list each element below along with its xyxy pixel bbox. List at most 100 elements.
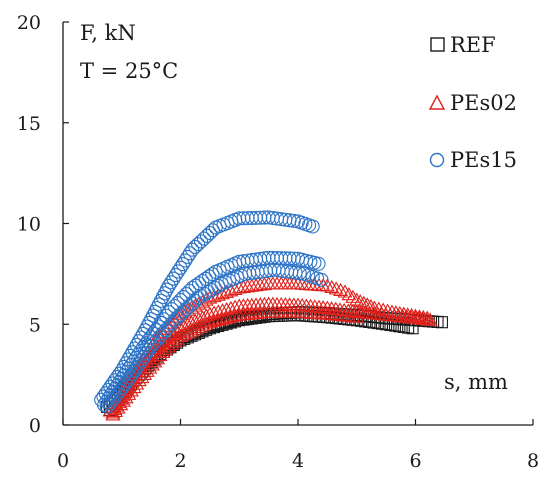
- marker-pes15: [129, 359, 145, 375]
- marker-pes02: [333, 282, 349, 297]
- temperature-label: T = 25°C: [80, 59, 178, 83]
- marker-pes15: [178, 253, 193, 268]
- marker-pes15: [173, 260, 188, 275]
- marker-pes15: [179, 302, 194, 317]
- marker-pes02: [223, 309, 239, 323]
- y-tick-label: 15: [17, 113, 41, 135]
- marker-pes15: [305, 219, 320, 234]
- marker-pes02: [191, 311, 207, 326]
- marker-pes02: [180, 317, 196, 331]
- marker-pes02: [195, 310, 210, 324]
- marker-ref: [200, 323, 213, 336]
- marker-pes15: [286, 213, 301, 228]
- marker-ref: [384, 318, 397, 331]
- y-tick-label: 5: [29, 314, 41, 336]
- marker-pes02: [328, 281, 344, 295]
- marker-pes02: [176, 326, 192, 341]
- marker-pes15: [211, 278, 226, 294]
- marker-pes02: [404, 307, 420, 322]
- marker-ref: [354, 314, 367, 327]
- x-tick-label: 0: [57, 450, 69, 472]
- legend-label-ref: REF: [450, 33, 496, 57]
- marker-pes15: [171, 264, 186, 279]
- marker-pes02: [256, 276, 272, 291]
- marker-pes15: [205, 267, 220, 282]
- marker-pes15: [167, 313, 182, 328]
- x-tick-label: 6: [409, 450, 421, 472]
- marker-pes15: [196, 231, 212, 246]
- marker-pes15: [164, 275, 179, 290]
- marker-pes02: [236, 279, 251, 293]
- marker-pes15: [180, 249, 195, 264]
- marker-pes02: [231, 280, 247, 294]
- marker-pes15: [182, 299, 197, 314]
- marker-pes15: [170, 310, 185, 325]
- marker-pes15: [136, 326, 151, 342]
- marker-pes02: [319, 278, 335, 292]
- legend-item-ref: REF: [430, 33, 496, 57]
- y-tick-label: 10: [17, 214, 41, 236]
- marker-pes02: [210, 312, 226, 326]
- legend-marker-triangle: [428, 94, 446, 110]
- marker-pes15: [166, 271, 181, 286]
- marker-pes15: [176, 304, 191, 319]
- marker-ref: [380, 318, 393, 331]
- marker-pes15: [191, 237, 206, 252]
- marker-pes02: [187, 321, 203, 335]
- marker-pes02: [219, 310, 235, 324]
- marker-ref: [375, 317, 388, 330]
- marker-pes15: [156, 312, 171, 327]
- marker-pes02: [173, 328, 188, 342]
- marker-pes15: [194, 234, 209, 249]
- axis-ticks: 0 2 4 6 8 0 5 10 15 20: [17, 12, 539, 472]
- legend-label-pes15: PEs15: [450, 148, 517, 172]
- legend-item-pes15: PEs15: [429, 148, 517, 172]
- marker-pes02: [195, 318, 210, 332]
- marker-pes02: [411, 309, 427, 323]
- marker-pes15: [155, 289, 170, 305]
- marker-pes02: [176, 318, 192, 333]
- marker-pes15: [122, 370, 138, 385]
- legend-item-pes02: PEs02: [428, 91, 517, 115]
- marker-pes15: [125, 366, 140, 381]
- marker-pes02: [180, 325, 196, 339]
- marker-pes02: [408, 308, 423, 322]
- marker-pes02: [324, 279, 340, 294]
- marker-pes15: [157, 286, 172, 301]
- marker-pes15: [185, 296, 200, 311]
- marker-pes15: [134, 353, 149, 368]
- marker-pes02: [349, 309, 365, 323]
- marker-pes02: [244, 278, 260, 292]
- marker-pes15: [140, 319, 155, 334]
- marker-pes02: [227, 281, 243, 295]
- marker-pes15: [138, 323, 153, 338]
- marker-pes15: [173, 307, 188, 322]
- marker-pes15: [137, 349, 152, 364]
- marker-pes02: [202, 314, 218, 328]
- marker-ref: [435, 316, 448, 329]
- marker-pes15: [120, 373, 135, 388]
- marker-pes02: [252, 277, 268, 291]
- marker-pes15: [185, 242, 200, 257]
- x-unit-label: s, mm: [444, 370, 508, 394]
- marker-pes15: [139, 346, 154, 361]
- marker-pes15: [205, 223, 220, 238]
- legend-label-pes02: PEs02: [450, 91, 517, 115]
- marker-pes15: [202, 226, 217, 241]
- marker-pes15: [127, 363, 142, 378]
- marker-pes15: [188, 239, 203, 254]
- marker-pes02: [345, 289, 361, 303]
- marker-pes02: [227, 308, 243, 322]
- marker-ref: [359, 315, 372, 328]
- marker-pes02: [328, 301, 344, 315]
- marker-pes02: [240, 279, 256, 293]
- marker-pes02: [324, 301, 340, 315]
- marker-pes15: [151, 297, 167, 312]
- y-tick-label: 0: [29, 415, 41, 437]
- marker-pes02: [227, 299, 243, 313]
- marker-ref: [371, 317, 384, 330]
- marker-pes15: [292, 266, 307, 281]
- legend-marker-square: [430, 37, 445, 52]
- marker-pes02: [215, 311, 230, 325]
